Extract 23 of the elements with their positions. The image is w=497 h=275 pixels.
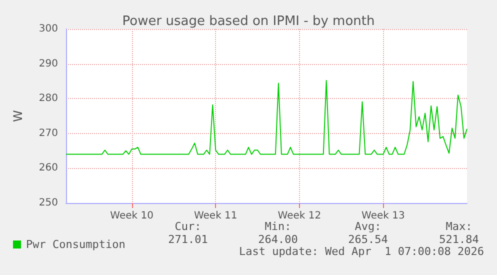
text: Cur:	[174, 220, 202, 233]
x-tick-label: Week 13	[362, 210, 405, 222]
text: 521.84	[439, 233, 480, 246]
y-tick-label: 250	[38, 198, 58, 208]
y-axis-title: W	[11, 110, 25, 122]
text: Last update: Wed Apr 1 07:00:08 2026	[238, 245, 484, 258]
text: Max:	[446, 220, 472, 233]
text: 265.54	[348, 233, 388, 246]
x-tick-label: Week 10	[110, 210, 154, 222]
y-tick-label: 290	[38, 58, 58, 70]
line-series	[66, 80, 468, 155]
text: Min:	[264, 220, 292, 233]
y-tick-label: 270	[38, 128, 58, 139]
legend-label: Pwr Consumption	[26, 238, 126, 251]
text: Avg:	[354, 220, 382, 233]
y-tick-label: 280	[38, 93, 58, 104]
text: 271.01	[168, 233, 208, 246]
text: 264.00	[258, 233, 298, 246]
y-tick-label: 260	[38, 162, 58, 174]
x-tick-label: Week 12	[278, 210, 322, 222]
y-tick-label: 300	[38, 24, 58, 34]
chart-title: Power usage based on IPMI - by month	[122, 14, 375, 29]
x-tick-label: Week 11	[194, 210, 238, 222]
